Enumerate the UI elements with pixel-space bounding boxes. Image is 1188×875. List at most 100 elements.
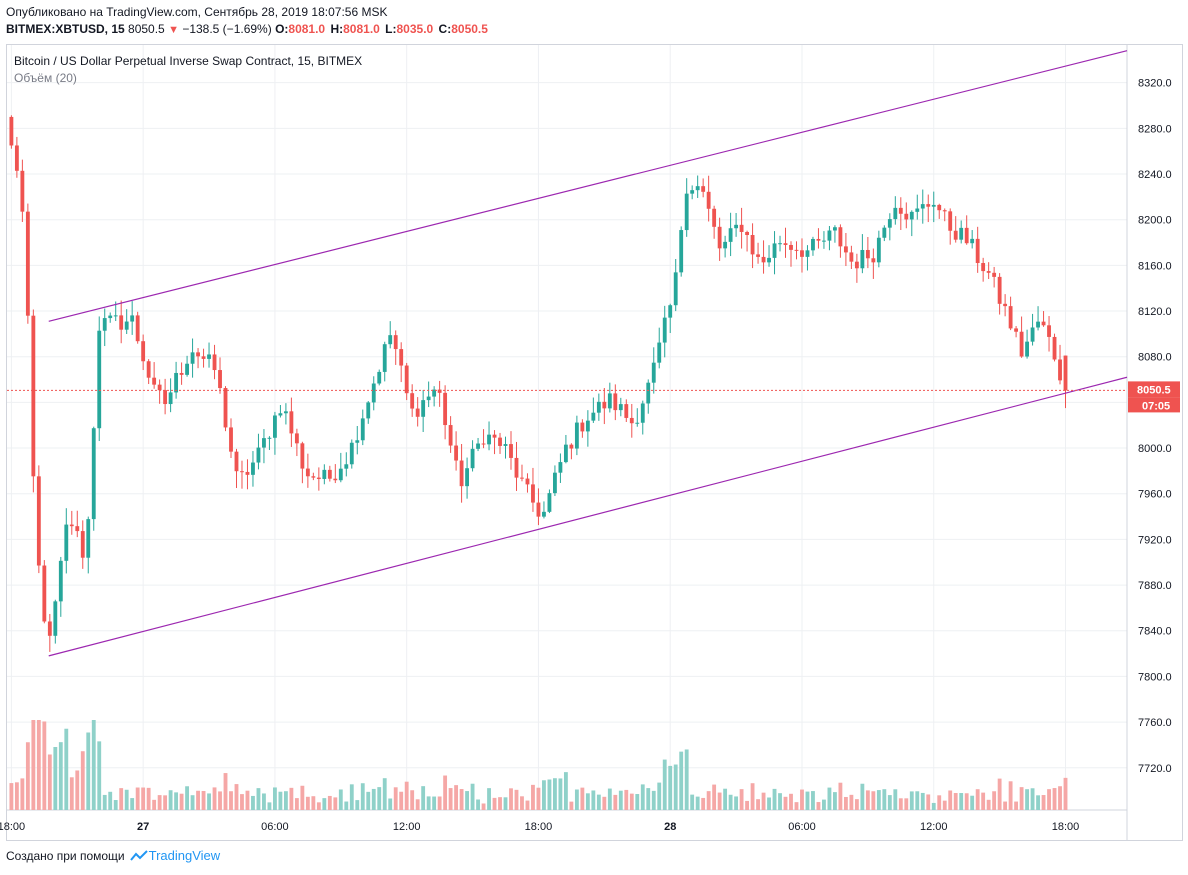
time-axis-label: 18:00 [0, 821, 25, 833]
volume-bar [267, 802, 272, 810]
volume-legend[interactable]: Объём (20) [14, 71, 77, 85]
volume-bar [553, 778, 557, 810]
volume-bar [333, 797, 338, 810]
candle-body [322, 469, 327, 479]
candle-body [750, 235, 755, 255]
candle-body [833, 227, 837, 231]
volume-bar [426, 796, 431, 810]
candle-body [58, 560, 63, 602]
candle-body [360, 418, 365, 441]
candle-body [613, 393, 618, 411]
volume-bar [163, 795, 168, 810]
candle-body [1019, 331, 1024, 357]
price-axis-label: 8000.0 [1138, 443, 1172, 455]
candle-body [898, 207, 903, 214]
candle-body [563, 444, 568, 463]
volume-bar [596, 794, 601, 810]
candle-body [338, 468, 343, 481]
candle-body [1052, 336, 1057, 360]
candle-body [805, 250, 810, 257]
volume-bar [904, 798, 909, 810]
volume-bar [849, 794, 854, 810]
volume-bar [778, 793, 782, 810]
volume-bar [942, 800, 947, 810]
candle-body [1058, 359, 1062, 381]
candle-body [421, 400, 426, 417]
candle-body [854, 261, 859, 269]
volume-bar [421, 786, 426, 810]
candle-body [574, 422, 579, 449]
candle-body [679, 230, 684, 273]
candle-body [267, 437, 272, 439]
legend-title[interactable]: Bitcoin / US Dollar Perpetual Inverse Sw… [14, 54, 363, 68]
volume-bar [1052, 788, 1057, 810]
candle-body [767, 257, 771, 263]
countdown-tag [1128, 397, 1180, 413]
price-change: −138.5 (−1.69%) [182, 22, 272, 36]
volume-bar [574, 789, 579, 810]
candle-body [937, 204, 942, 211]
volume-bar [640, 784, 645, 810]
volume-bar [465, 791, 469, 810]
candle-body [827, 230, 832, 241]
candle-body [789, 244, 793, 250]
low-label: L: [385, 22, 397, 36]
candle-body [739, 224, 744, 232]
volume-bar [289, 787, 294, 810]
high-value: 8081.0 [343, 22, 380, 36]
created-with-text: Создано при помощи [6, 848, 125, 863]
volume-bar [865, 790, 870, 810]
last-price-label: 8050.5 [1137, 384, 1171, 396]
volume-bar [69, 777, 74, 810]
candle-body [624, 404, 629, 418]
chart-header: Опубликовано на TradingView.com, Сентябр… [6, 4, 490, 39]
volume-bar [262, 793, 266, 810]
candle-body [602, 401, 607, 409]
volume-bar [975, 789, 980, 810]
volume-bar [695, 796, 700, 810]
volume-bar [800, 789, 804, 810]
candle-body [97, 330, 102, 429]
candle-body [701, 186, 706, 192]
candle-body [69, 524, 74, 527]
candle-body [887, 219, 892, 228]
candle-body [404, 365, 409, 394]
candle-body [240, 471, 244, 473]
volume-bar [739, 789, 744, 810]
volume-bar [190, 795, 195, 810]
volume-bar [152, 799, 157, 810]
volume-bar [75, 770, 80, 810]
candle-body [316, 477, 321, 479]
volume-bar [124, 789, 129, 810]
down-arrow-icon: ▼ [168, 24, 179, 36]
candle-body [843, 246, 848, 253]
candle-body [975, 238, 980, 264]
volume-bar [399, 791, 404, 810]
tradingview-logo[interactable]: TradingView [129, 848, 220, 863]
volume-bar [712, 784, 717, 810]
open-label: O: [275, 22, 289, 36]
candle-body [492, 434, 497, 438]
volume-bar [476, 799, 480, 810]
volume-bar [646, 788, 651, 810]
candle-body [196, 352, 200, 357]
volume-bar [91, 720, 96, 810]
candle-body [234, 451, 239, 472]
volume-bar [1014, 801, 1019, 810]
volume-bar [745, 800, 749, 810]
candle-body [668, 305, 673, 318]
candle-body [415, 408, 420, 417]
symbol[interactable]: BITMEX:XBTUSD, 15 [6, 22, 125, 36]
volume-bar [783, 796, 788, 810]
volume-bar [223, 773, 228, 810]
volume-bar [410, 790, 415, 810]
candle-body [157, 384, 162, 391]
time-axis-label: 12:00 [393, 821, 421, 833]
candle-body [953, 230, 958, 240]
candle-body [662, 317, 667, 343]
volume-bar [662, 759, 667, 810]
volume-bar [86, 732, 91, 810]
volume-bar [838, 782, 843, 810]
candle-body [1025, 341, 1029, 357]
